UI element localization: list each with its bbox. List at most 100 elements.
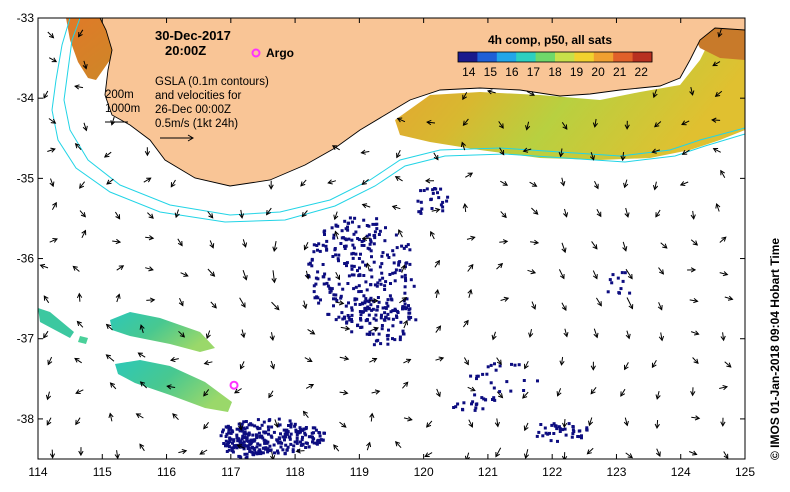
- velocity-arrow-shaft: [564, 208, 568, 217]
- velocity-arrow-shaft: [563, 419, 566, 428]
- cloud-pixel: [233, 445, 237, 449]
- colorbar-segment: [535, 52, 556, 62]
- cloud-pixel: [606, 290, 610, 294]
- cloud-pixel: [378, 278, 382, 282]
- cloud-pixel: [267, 432, 270, 436]
- cloud-pixel: [416, 199, 420, 203]
- cloud-pixel: [402, 246, 406, 250]
- velocity-arrow-shaft: [652, 149, 661, 153]
- cloud-pixel: [365, 332, 369, 336]
- velocity-arrow-shaft: [74, 357, 82, 364]
- cloud-pixel: [221, 430, 224, 434]
- cloud-pixel: [288, 437, 292, 441]
- cloud-pixel: [322, 431, 326, 435]
- colorbar-segment: [516, 52, 537, 62]
- cloud-pixel: [395, 316, 399, 319]
- cloud-pixel: [564, 433, 568, 437]
- velocity-arrow-head: [694, 415, 701, 421]
- velocity-arrow-shaft: [43, 295, 50, 304]
- velocity-arrow-head: [344, 325, 351, 331]
- cloud-pixel: [341, 317, 345, 321]
- velocity-arrow-head: [238, 213, 245, 219]
- velocity-arrow-head: [199, 449, 205, 455]
- cloud-pixel: [580, 436, 583, 440]
- cloud-pixel: [378, 229, 382, 233]
- velocity-arrow-shaft: [561, 122, 568, 130]
- velocity-arrow-head: [51, 57, 58, 63]
- velocity-arrow-head: [523, 453, 530, 459]
- cloud-pixel: [245, 455, 249, 459]
- scale-arrow: [160, 134, 194, 142]
- velocity-arrow-head: [360, 149, 366, 155]
- colorbar-tick-label: 18: [548, 65, 562, 79]
- cloud-pixel: [491, 398, 494, 401]
- cloud-pixel: [260, 434, 264, 438]
- cloud-pixel: [310, 264, 314, 268]
- cloud-pixel: [461, 407, 464, 411]
- velocity-arrow-shaft: [595, 297, 602, 306]
- cloud-pixel: [362, 244, 366, 247]
- velocity-arrow-head: [659, 269, 665, 275]
- cloud-pixel: [381, 306, 385, 310]
- velocity-arrow-head: [690, 214, 696, 220]
- velocity-arrow-shaft: [339, 391, 348, 394]
- depth-label-1000m: 1000m: [105, 103, 140, 115]
- cloud-pixel: [312, 284, 316, 288]
- cloud-pixel: [354, 285, 358, 289]
- velocity-arrow-head: [620, 155, 626, 162]
- cloud-pixel: [535, 434, 539, 438]
- velocity-arrow-shaft: [300, 179, 307, 187]
- velocity-arrow-shaft: [362, 237, 371, 240]
- cloud-pixel: [362, 274, 366, 277]
- velocity-arrow-shaft: [626, 297, 633, 309]
- cloud-pixel: [471, 400, 475, 404]
- velocity-arrow-head: [662, 243, 668, 249]
- velocity-arrow-shaft: [242, 270, 247, 280]
- velocity-arrow-head: [74, 143, 81, 149]
- plot-frame: [37, 17, 746, 460]
- velocity-arrow-shaft: [78, 29, 84, 37]
- cloud-pixel: [452, 406, 456, 409]
- velocity-arrow-shaft: [466, 452, 470, 459]
- cloud-pixel: [539, 423, 543, 426]
- velocity-arrow-shaft: [692, 210, 695, 219]
- velocity-arrow-shaft: [240, 209, 243, 218]
- cloud-pixel: [367, 233, 371, 237]
- cloud-pixel: [372, 317, 376, 321]
- velocity-arrow-head: [462, 202, 468, 209]
- velocity-arrow-head: [495, 452, 500, 458]
- cloud-pixel: [358, 310, 362, 313]
- velocity-arrow-head: [655, 451, 661, 457]
- cloud-pixel: [611, 273, 615, 277]
- velocity-arrow-head: [531, 182, 538, 187]
- velocity-arrow-shaft: [682, 149, 690, 155]
- cloud-pixel: [381, 251, 385, 255]
- cloud-pixel: [243, 430, 247, 434]
- cloud-pixel: [228, 440, 232, 443]
- cloud-pixel: [406, 243, 410, 247]
- cloud-pixel: [350, 317, 353, 321]
- cloud-pixel: [376, 296, 380, 299]
- velocity-arrow-shaft: [114, 211, 121, 219]
- cloud-pixel: [325, 281, 329, 285]
- velocity-arrow-head: [651, 148, 657, 154]
- velocity-arrows: [39, 28, 734, 459]
- cloud-pixel: [555, 427, 559, 431]
- cloud-pixel: [258, 426, 262, 430]
- velocity-arrow-head: [48, 33, 55, 39]
- cloud-pixel: [358, 266, 361, 270]
- cloud-pixel: [352, 232, 356, 236]
- cloud-pixel: [585, 426, 589, 430]
- cloud-pixel: [608, 278, 612, 282]
- velocity-arrow-shaft: [335, 271, 340, 280]
- x-tick-label: 116: [157, 465, 176, 479]
- velocity-arrow-shaft: [594, 118, 597, 127]
- velocity-arrow-shaft: [561, 302, 567, 311]
- cloud-pixel: [277, 417, 281, 421]
- velocity-arrow-head: [398, 229, 403, 235]
- velocity-arrow-shaft: [681, 120, 690, 125]
- cloud-pixel: [439, 203, 443, 207]
- velocity-arrow-head: [715, 203, 721, 209]
- cloud-pixel: [269, 448, 273, 452]
- cloud-pixel: [240, 437, 244, 441]
